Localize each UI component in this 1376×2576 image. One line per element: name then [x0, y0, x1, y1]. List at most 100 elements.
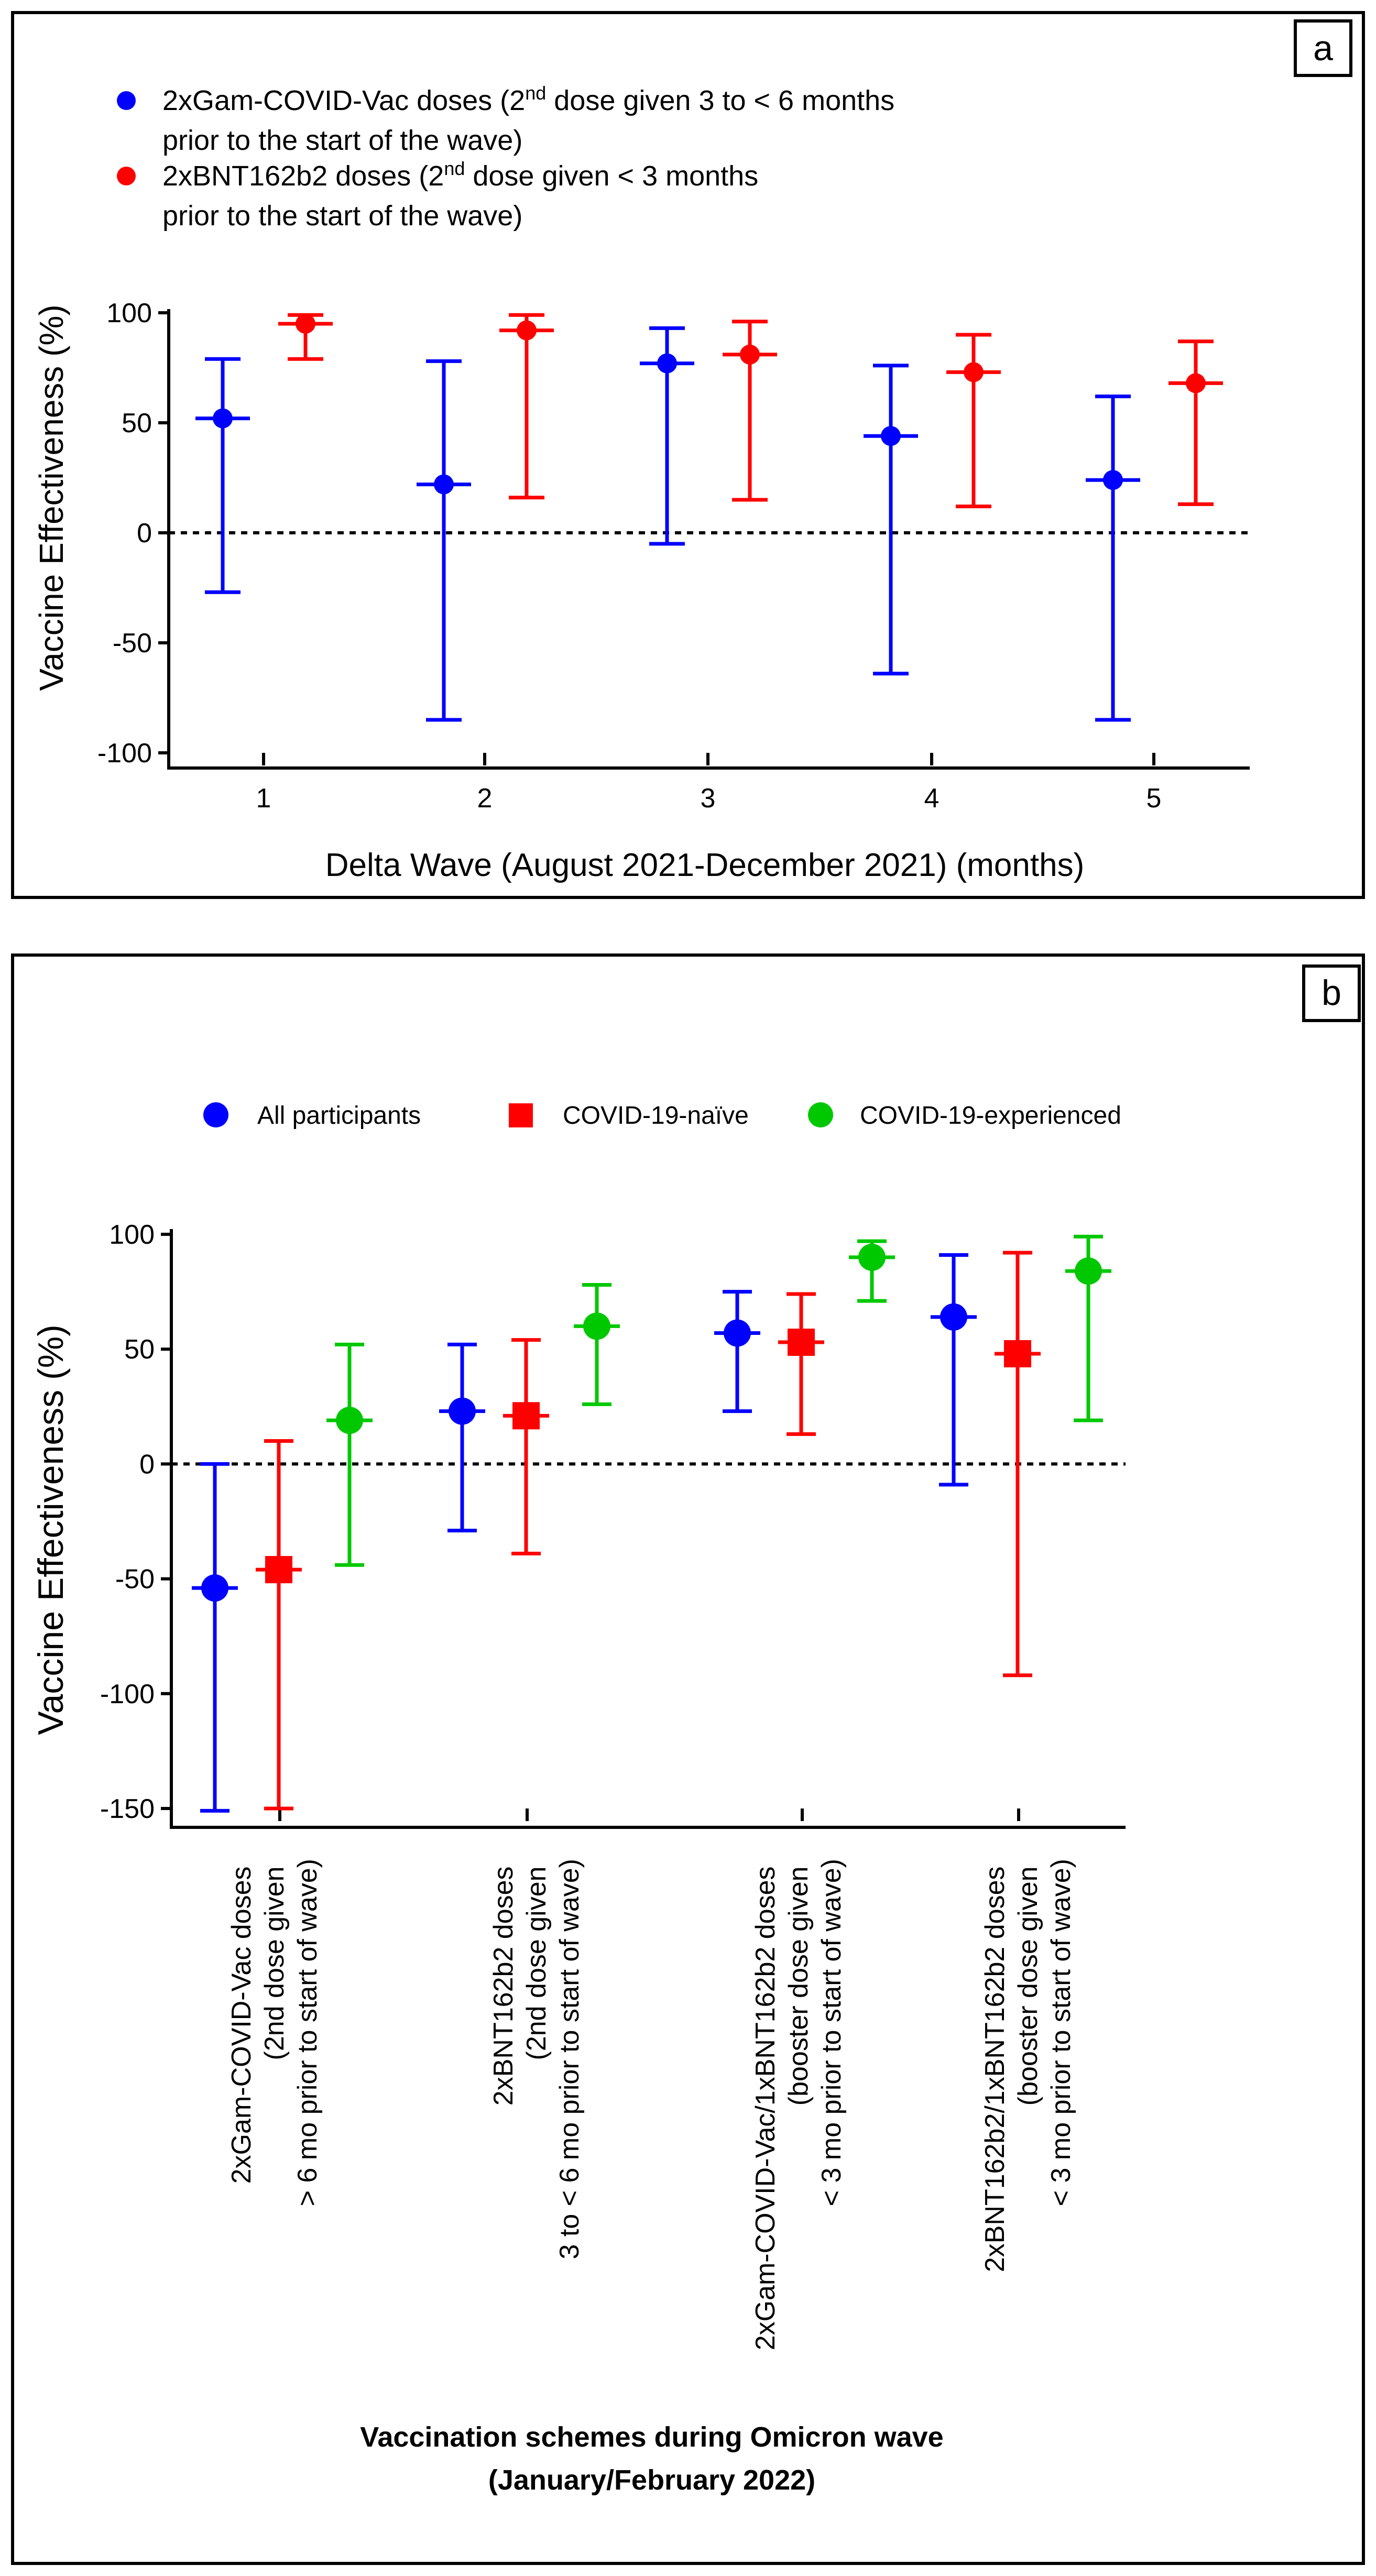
data-point-red: [256, 1439, 302, 1811]
data-point-red: [723, 320, 777, 502]
y-tick-label: -50: [113, 628, 152, 659]
y-tick-label: 0: [139, 1449, 155, 1479]
data-point-red: [278, 313, 333, 361]
point-marker-circle: [964, 362, 984, 382]
panel-b-x-axis-label-line2: (January/February 2022): [488, 2464, 815, 2496]
panel-a-legend: 2xGam-COVID-Vac doses (2nd dose given 3 …: [117, 82, 894, 232]
y-tick-label: -50: [115, 1564, 155, 1595]
data-point-blue: [439, 1342, 485, 1533]
data-point-blue: [195, 357, 250, 594]
category-label-bnt: 2xBNT162b2 doses (2nd dose given 3 to < …: [488, 1859, 585, 2259]
panel-a-y-ticks: 100 50 0 -50 -100: [97, 298, 169, 769]
category-label-gam: 2xGam-COVID-Vac doses (2nd dose given > …: [226, 1859, 323, 2206]
category-label-gam-line2: (2nd dose given: [259, 1866, 290, 2060]
data-point-green: [574, 1282, 620, 1406]
panel-a-y-axis-label: Vaccine Effectiveness (%): [32, 304, 70, 691]
x-tick-label: 4: [924, 783, 940, 814]
x-tick-label: 5: [1146, 783, 1162, 814]
category-label-bnt-booster: 2xBNT162b2/1xBNT162b2 doses (booster dos…: [980, 1859, 1076, 2272]
panel-a: a 2xGam-COVID-Vac doses (2nd dose given …: [11, 11, 1365, 899]
legend-text-all: All participants: [257, 1102, 421, 1130]
legend-text-gam-line2: prior to the start of the wave): [162, 125, 522, 156]
legend-marker-naive: [509, 1103, 533, 1127]
category-label-gam-line3: > 6 mo prior to start of wave): [292, 1859, 323, 2206]
panel-b-frame: [11, 953, 1365, 2565]
legend-marker-gam: [117, 91, 136, 110]
category-label-gam-booster: 2xGam-COVID-Vac/1xBNT162b2 doses (booste…: [750, 1859, 847, 2350]
panel-b: b All participants COVID-19-naïve COVID-…: [11, 953, 1365, 2565]
data-point-red: [503, 1338, 549, 1555]
point-marker-circle: [724, 1319, 751, 1347]
point-marker-circle: [657, 353, 677, 374]
point-marker-square: [788, 1329, 815, 1356]
point-marker-square: [265, 1556, 292, 1584]
data-point-blue: [1086, 394, 1140, 722]
legend-text-naive: COVID-19-naïve: [563, 1102, 749, 1130]
point-marker-circle: [940, 1303, 967, 1331]
panel-b-label: b: [1322, 973, 1341, 1013]
point-marker-circle: [336, 1407, 363, 1434]
point-marker-circle: [296, 314, 315, 334]
point-marker-circle: [449, 1397, 476, 1425]
legend-text-experienced: COVID-19-experienced: [860, 1102, 1121, 1130]
y-tick-label: 50: [124, 1334, 155, 1365]
point-marker-circle: [201, 1574, 228, 1602]
x-tick-label: 1: [256, 783, 271, 814]
panel-a-frame: [11, 11, 1365, 899]
legend-text-bnt-line2: prior to the start of the wave): [162, 200, 522, 232]
point-marker-circle: [881, 426, 901, 446]
panel-b-category-labels: 2xGam-COVID-Vac doses (2nd dose given > …: [226, 1859, 1076, 2350]
data-point-red: [499, 313, 554, 500]
data-point-blue: [640, 326, 694, 546]
category-label-gam-booster-line1: 2xGam-COVID-Vac/1xBNT162b2 doses: [750, 1866, 781, 2350]
category-label-bnt-line2: (2nd dose given: [521, 1866, 552, 2060]
category-label-bnt-booster-line2: (booster dose given: [1013, 1866, 1043, 2106]
panel-b-x-axis-label-line1: Vaccination schemes during Omicron wave: [360, 2421, 943, 2453]
point-marker-circle: [740, 344, 760, 365]
data-point-blue: [417, 359, 471, 722]
data-point-blue: [864, 364, 918, 676]
data-point-green: [326, 1342, 373, 1567]
point-marker-circle: [858, 1243, 886, 1271]
data-point-red: [1168, 339, 1223, 506]
data-point-red: [995, 1251, 1041, 1678]
panel-a-x-axis-label: Delta Wave (August 2021-December 2021) (…: [325, 847, 1084, 883]
data-point-blue: [192, 1462, 238, 1813]
legend-marker-all: [203, 1102, 228, 1127]
panel-a-series: [195, 313, 1223, 722]
y-tick-label: 100: [106, 298, 152, 328]
data-point-red: [946, 333, 1001, 509]
panel-a-x-ticks: 1 2 3 4 5: [256, 753, 1162, 814]
panel-b-y-axis-label: Vaccine Effectiveness (%): [31, 1324, 71, 1735]
x-tick-label: 3: [701, 783, 716, 814]
legend-text-gam-line1: 2xGam-COVID-Vac doses (2nd dose given 3 …: [162, 82, 894, 116]
panel-a-label: a: [1313, 28, 1333, 68]
category-label-bnt-booster-line3: < 3 mo prior to start of wave): [1046, 1859, 1076, 2206]
category-label-gam-booster-line3: < 3 mo prior to start of wave): [816, 1859, 847, 2206]
point-marker-circle: [1186, 373, 1206, 393]
category-label-gam-booster-line2: (booster dose given: [783, 1866, 814, 2106]
y-tick-label: 100: [109, 1220, 155, 1250]
point-marker-circle: [213, 408, 233, 429]
point-marker-circle: [1103, 470, 1123, 490]
legend-marker-experienced: [808, 1102, 833, 1127]
point-marker-circle: [1075, 1257, 1102, 1285]
point-marker-circle: [434, 474, 454, 495]
data-point-blue: [714, 1290, 760, 1413]
panel-b-x-ticks: [278, 1808, 1020, 1821]
y-tick-label: 50: [122, 408, 152, 439]
category-label-bnt-line3: 3 to < 6 mo prior to start of wave): [554, 1859, 585, 2259]
point-marker-circle: [517, 320, 537, 341]
point-marker-circle: [583, 1312, 610, 1340]
point-marker-square: [512, 1402, 540, 1430]
x-tick-label: 2: [477, 783, 493, 814]
panel-b-label-box: [1302, 964, 1361, 1022]
y-tick-label: -150: [100, 1794, 155, 1824]
panel-b-y-ticks: 100 50 0 -50 -100 -150: [100, 1220, 171, 1824]
data-point-green: [1065, 1234, 1111, 1422]
data-point-green: [849, 1239, 895, 1303]
panel-b-legend: All participants COVID-19-naïve COVID-19…: [203, 1102, 1121, 1130]
point-marker-square: [1004, 1340, 1031, 1367]
panel-b-series: [192, 1234, 1111, 1813]
